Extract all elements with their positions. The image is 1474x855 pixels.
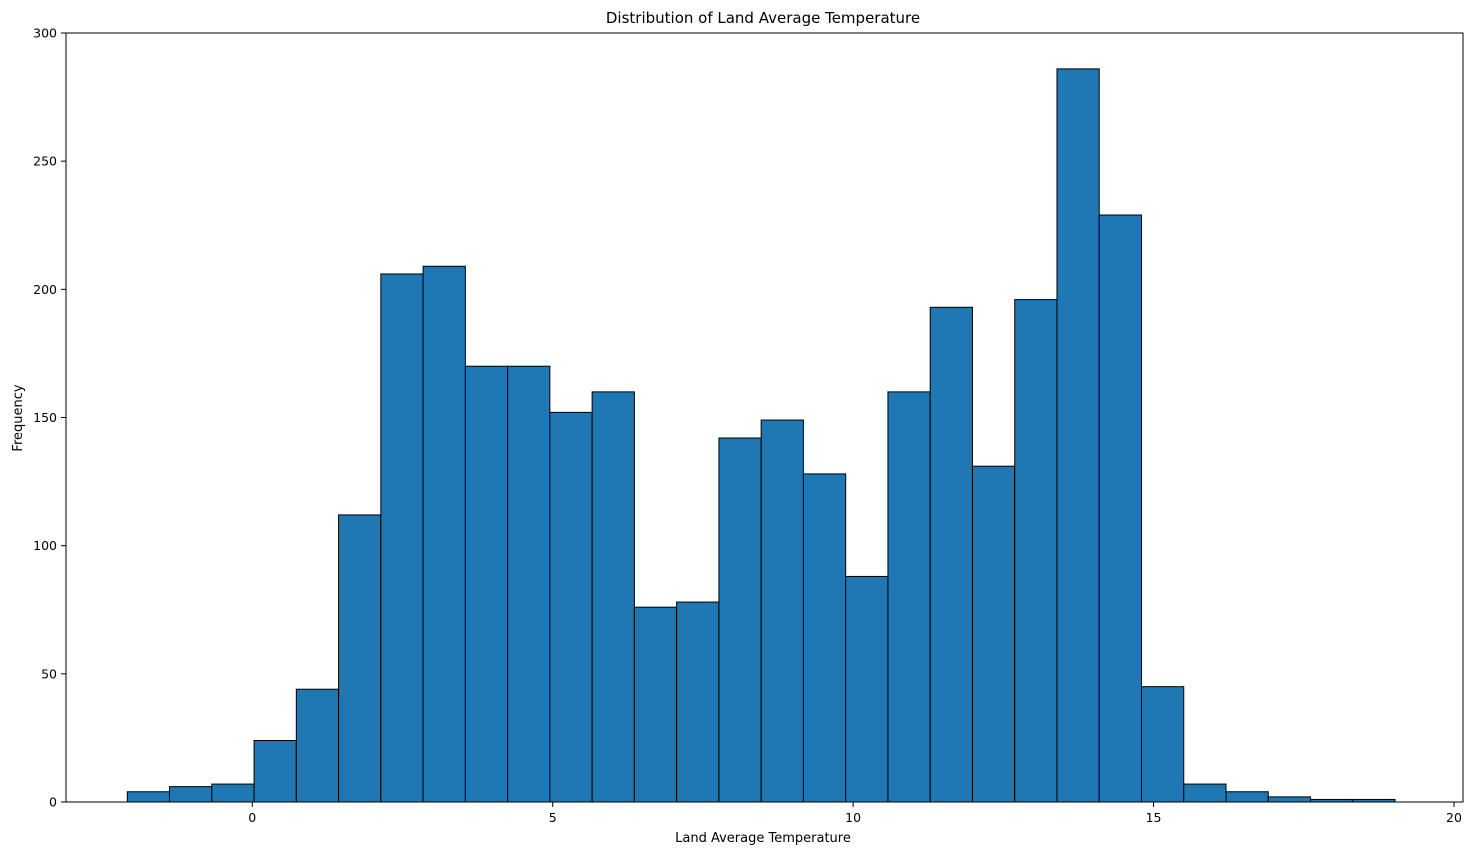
x-axis-label: Land Average Temperature <box>675 831 851 846</box>
y-tick-label: 300 <box>33 26 57 41</box>
histogram-bar <box>971 465 1016 803</box>
histogram-bar <box>676 601 720 803</box>
histogram-bar <box>1267 796 1312 803</box>
histogram-bar <box>507 365 551 803</box>
histogram-bar <box>929 306 973 803</box>
y-tick-label: 200 <box>33 282 57 297</box>
y-tick-label: 250 <box>33 154 57 169</box>
histogram-bar <box>211 783 255 803</box>
histogram-bar <box>295 688 340 803</box>
chart-title: Distribution of Land Average Temperature <box>606 9 920 27</box>
histogram-bar <box>422 265 466 803</box>
histogram-bar <box>1183 783 1227 803</box>
bars-group <box>126 68 1396 803</box>
histogram-bar <box>1056 68 1100 803</box>
histogram-bar <box>549 411 593 803</box>
histogram-bar <box>887 391 931 803</box>
x-tick-label: 15 <box>1146 810 1162 825</box>
y-tick-label: 50 <box>41 666 57 681</box>
y-axis-label: Frequency <box>11 384 26 451</box>
histogram-bar <box>464 365 509 803</box>
x-tick-label: 10 <box>845 810 861 825</box>
histogram-bar <box>1225 791 1269 803</box>
plot-frame <box>65 32 1464 803</box>
x-tick-label: 20 <box>1446 810 1462 825</box>
histogram-bar <box>126 791 171 803</box>
histogram-bar <box>591 391 635 803</box>
histogram-bar <box>760 419 804 803</box>
y-axis-ticks: 0 50 100 150 200 250 300 <box>33 26 66 810</box>
x-axis-ticks: 0 5 10 15 20 <box>248 802 1462 825</box>
histogram-bar <box>633 606 678 803</box>
histogram-bar <box>845 575 889 803</box>
y-tick-label: 150 <box>33 410 57 425</box>
y-tick-label: 100 <box>33 538 57 553</box>
histogram-bar <box>380 273 424 803</box>
histogram-bar <box>718 437 762 803</box>
x-tick-label: 0 <box>248 810 256 825</box>
histogram-bar <box>1098 214 1142 803</box>
histogram-bar <box>802 473 847 803</box>
histogram-bar <box>338 514 382 803</box>
histogram-bar <box>1140 686 1185 803</box>
y-tick-label: 0 <box>49 795 57 810</box>
histogram-bar <box>169 786 213 803</box>
x-tick-label: 5 <box>549 810 557 825</box>
histogram-bar <box>1014 299 1058 803</box>
histogram-bar <box>253 739 297 803</box>
